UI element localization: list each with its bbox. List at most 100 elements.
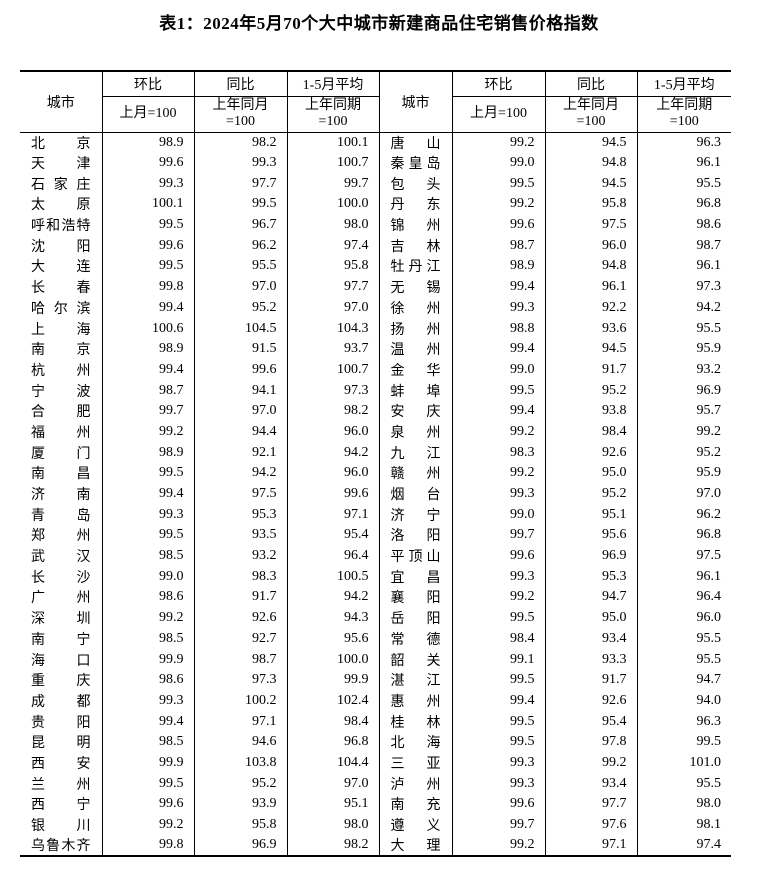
yoy-cell: 103.8 [193, 752, 287, 774]
city-cell: 南充 [378, 794, 452, 815]
mom-cell: 99.5 [101, 463, 194, 484]
city-cell: 福州 [31, 425, 91, 441]
yoy-cell: 104.5 [193, 318, 287, 339]
city-cell: 岳阳 [378, 607, 452, 629]
avg-cell: 94.2 [286, 587, 379, 608]
yoy-cell: 93.6 [544, 318, 637, 339]
yoy-cell: 94.5 [544, 338, 637, 360]
yoy-cell: 96.1 [544, 276, 637, 298]
table-row: 海口 99.9 98.7 100.0 韶关 99.1 93.3 95.5 [20, 649, 731, 670]
mom-cell: 98.9 [101, 338, 194, 360]
table-row: 长春 99.8 97.0 97.7 无锡 99.4 96.1 97.3 [20, 276, 731, 298]
yoy-cell: 95.8 [193, 814, 287, 836]
avg-cell: 95.7 [636, 400, 731, 422]
table-body: 北京 98.9 98.2 100.1 唐山 99.2 94.5 96.3 天津 99.6 99.3 1… [20, 132, 731, 857]
mom-cell: 98.5 [101, 545, 194, 567]
avg-cell: 95.5 [636, 318, 731, 339]
avg-cell: 95.5 [636, 628, 731, 650]
yoy-cell: 93.4 [544, 773, 637, 794]
avg-cell: 95.5 [636, 773, 731, 794]
mom-cell: 98.7 [101, 380, 194, 401]
avg-cell: 95.9 [636, 338, 731, 360]
yoy-cell: 92.6 [193, 607, 287, 629]
mom-cell: 99.4 [101, 359, 194, 381]
city-cell: 蚌埠 [378, 380, 452, 401]
avg-cell: 96.1 [636, 566, 731, 588]
table-row: 西宁 99.6 93.9 95.1 南充 99.6 97.7 98.0 [20, 794, 731, 815]
city-cell: 宜昌 [378, 566, 452, 588]
avg-cell: 99.7 [286, 173, 379, 195]
avg-cell: 96.0 [636, 607, 731, 629]
yoy-cell: 97.8 [544, 731, 637, 753]
avg-cell: 96.9 [636, 380, 731, 401]
avg-cell: 100.0 [286, 649, 379, 670]
city-cell: 西宁 [31, 798, 91, 814]
mom-cell: 99.3 [101, 504, 194, 526]
mom-cell: 99.0 [451, 504, 545, 526]
avg-cell: 100.5 [286, 566, 379, 588]
mom-cell: 99.0 [451, 359, 545, 381]
mom-cell: 99.7 [451, 814, 545, 836]
yoy-cell: 94.1 [193, 380, 287, 401]
city-cell: 西安 [31, 756, 91, 772]
mom-cell: 99.2 [451, 587, 545, 608]
avg-cell: 95.4 [286, 525, 379, 546]
avg-cell: 96.8 [636, 194, 731, 215]
city-cell: 沈阳 [31, 239, 91, 255]
mom-cell: 99.6 [451, 545, 545, 567]
mom-cell: 99.3 [451, 297, 545, 319]
yoy-cell: 95.1 [544, 504, 637, 526]
table-row: 厦门 98.9 92.1 94.2 九江 98.3 92.6 95.2 [20, 442, 731, 463]
avg-cell: 95.5 [636, 173, 731, 195]
yoy-cell: 97.5 [544, 214, 637, 236]
avg-cell: 99.2 [636, 421, 731, 443]
yoy-cell: 91.7 [193, 587, 287, 608]
avg-cell: 95.1 [286, 794, 379, 815]
avg-cell: 97.4 [636, 835, 731, 857]
table-row: 石家庄 99.3 97.7 99.7 包头 99.5 94.5 95.5 [20, 173, 731, 195]
avg-cell: 97.5 [636, 545, 731, 567]
avg-cell: 97.0 [636, 483, 731, 505]
table-row: 乌鲁木齐 99.8 96.9 98.2 大理 99.2 97.1 97.4 [20, 835, 731, 857]
avg-cell: 96.3 [636, 711, 731, 732]
mom-cell: 99.2 [101, 814, 194, 836]
subheader-avg-left: 上年同期 =100 [286, 96, 379, 133]
mom-cell: 99.3 [101, 690, 194, 712]
yoy-cell: 92.2 [544, 297, 637, 319]
avg-cell: 100.0 [286, 194, 379, 215]
avg-cell: 99.6 [286, 483, 379, 505]
table-row: 沈阳 99.6 96.2 97.4 吉林 98.7 96.0 98.7 [20, 235, 731, 257]
table-row: 福州 99.2 94.4 96.0 泉州 99.2 98.4 99.2 [20, 421, 731, 443]
avg-cell: 94.2 [636, 297, 731, 319]
city-cell: 泸州 [378, 773, 452, 794]
yoy-cell: 95.3 [544, 566, 637, 588]
table-row: 贵阳 99.4 97.1 98.4 桂林 99.5 95.4 96.3 [20, 711, 731, 732]
city-cell: 湛江 [378, 669, 452, 691]
avg-cell: 96.2 [636, 504, 731, 526]
avg-cell: 97.1 [286, 504, 379, 526]
table-row: 南宁 98.5 92.7 95.6 常德 98.4 93.4 95.5 [20, 628, 731, 650]
city-cell: 济南 [31, 488, 91, 504]
yoy-cell: 97.7 [193, 173, 287, 195]
city-cell: 上海 [31, 322, 91, 338]
yoy-cell: 94.4 [193, 421, 287, 443]
mom-cell: 98.6 [101, 669, 194, 691]
table-row: 武汉 98.5 93.2 96.4 平顶山 99.6 96.9 97.5 [20, 545, 731, 567]
mom-cell: 99.5 [451, 669, 545, 691]
mom-cell: 98.9 [451, 256, 545, 277]
mom-cell: 99.6 [101, 152, 194, 174]
yoy-cell: 91.5 [193, 338, 287, 360]
table-row: 杭州 99.4 99.6 100.7 金华 99.0 91.7 93.2 [20, 359, 731, 381]
table-row: 南昌 99.5 94.2 96.0 赣州 99.2 95.0 95.9 [20, 463, 731, 484]
mom-cell: 99.8 [101, 835, 194, 857]
mom-cell: 99.7 [101, 400, 194, 422]
avg-cell: 98.6 [636, 214, 731, 236]
avg-cell: 104.4 [286, 752, 379, 774]
avg-cell: 94.0 [636, 690, 731, 712]
city-cell: 天津 [31, 157, 91, 173]
city-cell: 包头 [378, 173, 452, 195]
yoy-cell: 93.3 [544, 649, 637, 670]
yoy-cell: 95.0 [544, 463, 637, 484]
yoy-cell: 95.2 [544, 483, 637, 505]
mom-cell: 99.0 [451, 152, 545, 174]
